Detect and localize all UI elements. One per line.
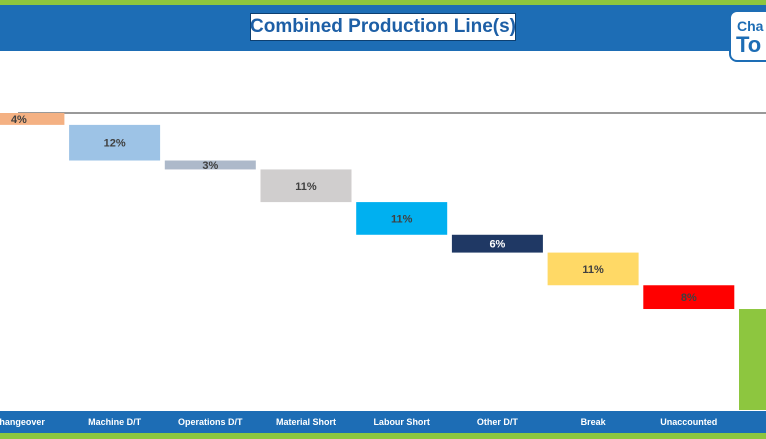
category-label-2: Machine D/T <box>88 417 142 427</box>
waterfall-bar-5 <box>356 202 448 235</box>
waterfall-chart: 4% 12% 3% 11% 11% 6% 11% 8% <box>0 112 766 410</box>
waterfall-bar-8 <box>643 285 735 310</box>
bottom-accent-stripe <box>0 433 766 439</box>
chart-title-box: Combined Production Line(s) <box>250 13 516 41</box>
waterfall-bar-9 <box>739 309 766 410</box>
chart-title: Combined Production Line(s) <box>250 16 516 37</box>
logo-text-line1: Cha <box>737 18 764 34</box>
waterfall-bar-7 <box>547 252 639 286</box>
waterfall-bar-6 <box>451 234 543 253</box>
category-label-5: Labour Short <box>373 417 430 427</box>
waterfall-bar-2 <box>69 124 161 161</box>
data-label-8: 8% <box>681 292 697 304</box>
waterfall-bar-3 <box>164 160 256 170</box>
data-label-6: 6% <box>489 239 505 251</box>
data-label-4: 11% <box>295 181 317 193</box>
category-label-4: Material Short <box>275 417 337 427</box>
data-label-3: 3% <box>202 160 218 172</box>
category-label-7: Break <box>580 417 606 427</box>
top-accent-stripe <box>0 0 766 5</box>
waterfall-bar-1 <box>0 113 65 125</box>
brand-logo: Cha To <box>729 10 766 62</box>
category-label-1: Changeover <box>0 417 45 427</box>
category-label-6: Other D/T <box>476 417 518 427</box>
title-bar: Combined Production Line(s) <box>0 5 766 51</box>
category-label-3: Operations D/T <box>178 417 243 427</box>
category-label-8: Unaccounted <box>660 417 718 427</box>
data-label-7: 11% <box>582 264 604 276</box>
category-axis-bar: Changeover Machine D/T Operations D/T Mater… <box>0 411 766 433</box>
waterfall-bar-4 <box>260 169 352 203</box>
data-label-1: 4% <box>11 114 27 126</box>
logo-text-line2: To <box>736 32 762 57</box>
data-label-2: 12% <box>104 138 126 150</box>
data-label-5: 11% <box>391 213 413 225</box>
